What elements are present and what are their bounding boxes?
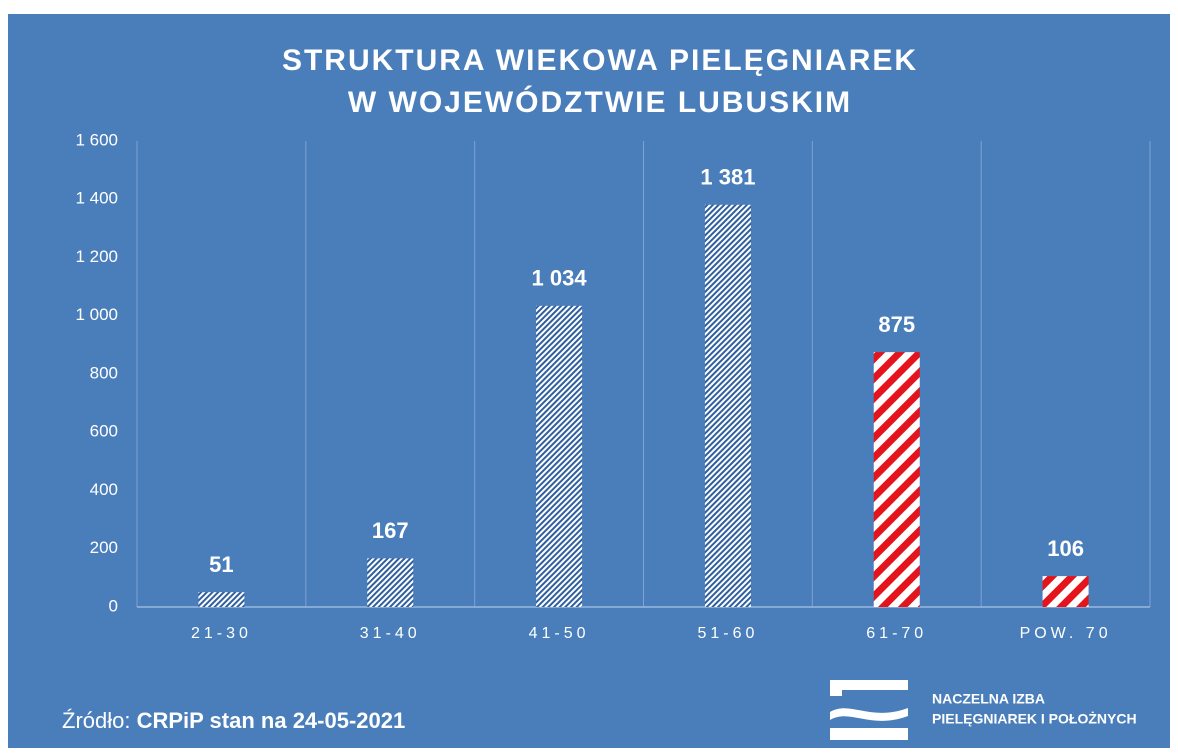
source-label: Źródło:: [62, 708, 130, 733]
data-label: 1 381: [700, 165, 755, 190]
chart-title: W WOJEWÓDZTWIE LUBUSKIM: [348, 85, 852, 119]
bar: [873, 352, 920, 607]
data-label: 106: [1047, 536, 1084, 561]
chart-title: STRUKTURA WIEKOWA PIELĘGNIAREK: [282, 44, 918, 77]
data-label: 875: [878, 312, 915, 337]
bar: [198, 592, 245, 607]
source-text: CRPiP stan na 24-05-2021: [137, 708, 406, 733]
y-tick-label: 0: [109, 596, 118, 615]
logo-text: NACZELNA IZBA: [932, 691, 1045, 707]
data-label: 167: [372, 518, 409, 543]
x-tick-label: POW. 70: [1020, 625, 1112, 642]
source: Źródło: CRPiP stan na 24-05-2021: [62, 708, 405, 733]
x-tick-label: 61-70: [866, 625, 927, 642]
bar: [367, 558, 414, 607]
data-label: 51: [209, 552, 233, 577]
logo-shape: [830, 708, 908, 721]
bar: [704, 204, 751, 607]
logo-shape: [830, 728, 908, 740]
logo-shape: [830, 680, 908, 696]
bar: [536, 305, 583, 607]
y-tick-label: 400: [90, 480, 118, 499]
y-tick-label: 600: [90, 422, 118, 441]
x-tick-label: 51-60: [697, 625, 758, 642]
x-tick-label: 31-40: [360, 625, 421, 642]
y-tick-label: 200: [90, 538, 118, 557]
x-tick-label: 21-30: [191, 625, 252, 642]
y-tick-label: 1 000: [75, 305, 118, 324]
data-label: 1 034: [532, 266, 588, 291]
y-tick-label: 800: [90, 363, 118, 382]
logo: [828, 678, 910, 740]
bar: [1042, 576, 1089, 607]
y-tick-label: 1 200: [75, 247, 118, 266]
background: [8, 14, 1170, 748]
y-tick-label: 1 400: [75, 189, 118, 208]
logo-text: PIELĘGNIAREK I POŁOŻNYCH: [932, 711, 1137, 727]
y-tick-label: 1 600: [75, 130, 118, 149]
x-tick-label: 41-50: [529, 625, 590, 642]
